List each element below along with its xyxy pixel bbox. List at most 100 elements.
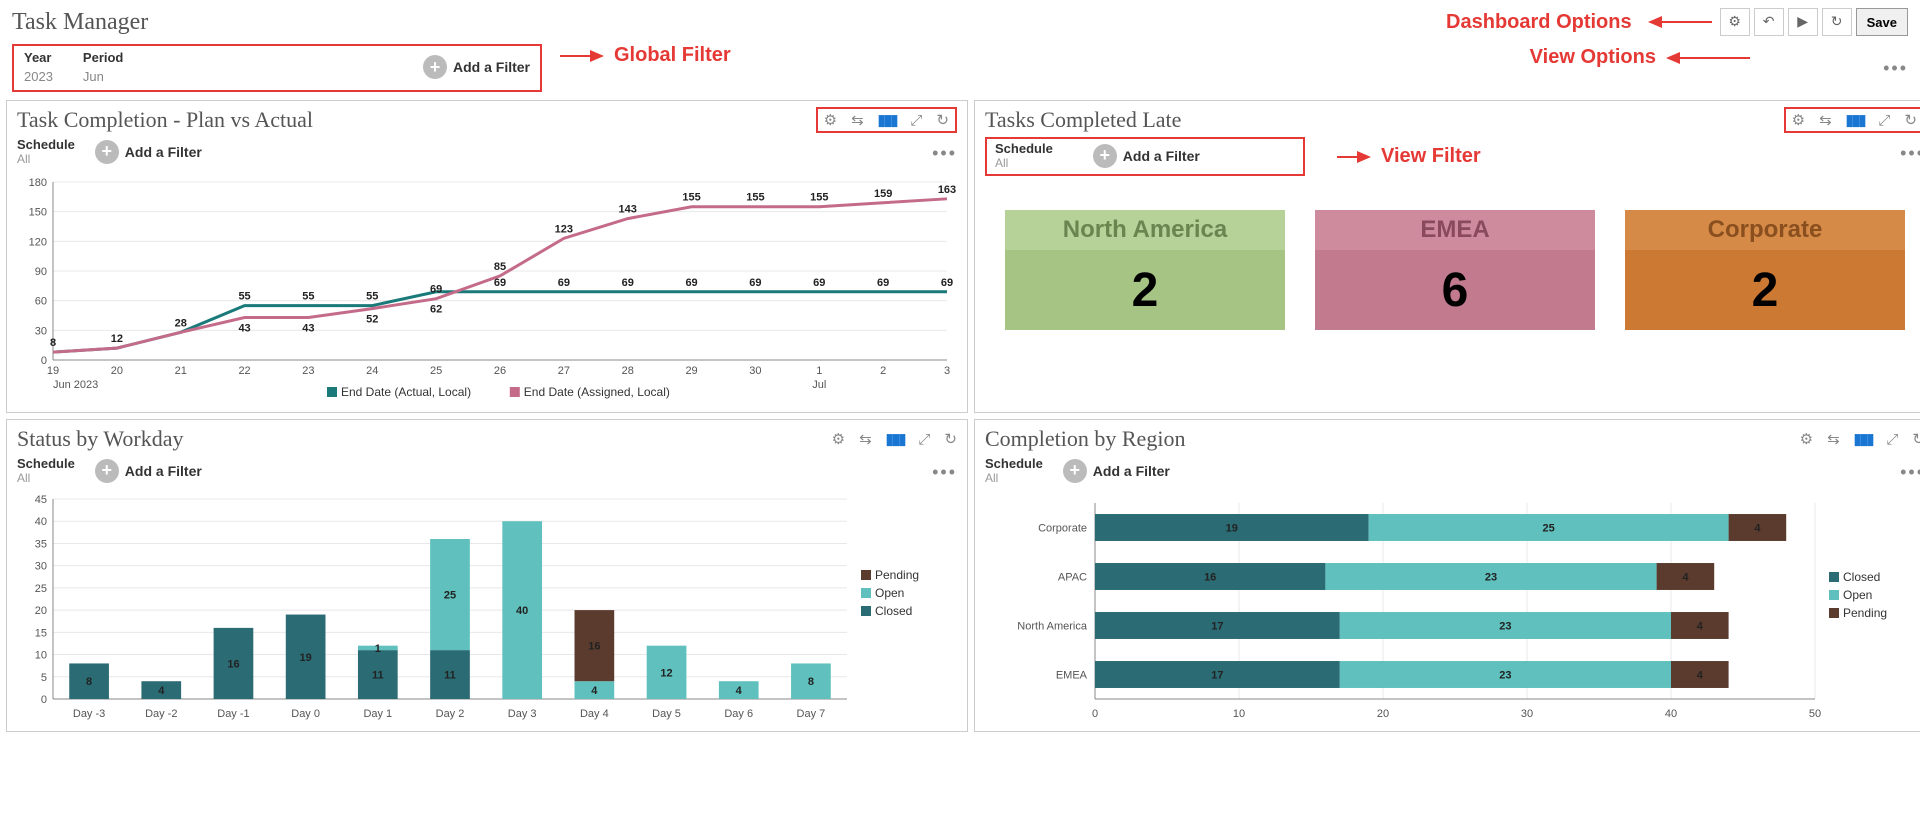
svg-text:40: 40	[516, 605, 528, 617]
svg-text:150: 150	[29, 207, 47, 219]
svg-text:19: 19	[47, 365, 59, 377]
card-value: 2	[1752, 250, 1779, 330]
svg-text:4: 4	[736, 685, 743, 697]
panel-more-menu[interactable]: •••	[1900, 143, 1920, 164]
svg-text:Day 7: Day 7	[797, 708, 826, 720]
dashboard-options-annotation: Dashboard Options	[1446, 11, 1632, 34]
card-label: Corporate	[1625, 210, 1905, 250]
late-card[interactable]: North America2	[1005, 210, 1285, 330]
svg-text:159: 159	[874, 188, 892, 200]
panel-refresh-icon[interactable]: ↻	[936, 111, 949, 129]
panel-chart-type-icon[interactable]: ▮▮▮	[1854, 430, 1873, 448]
svg-text:12: 12	[111, 333, 123, 345]
svg-text:28: 28	[175, 317, 187, 329]
panel-chart-type-icon[interactable]: ▮▮▮	[1846, 111, 1865, 129]
panel-settings-icon[interactable]: ⚙	[832, 430, 845, 448]
svg-text:20: 20	[1377, 708, 1389, 720]
filter-period[interactable]: Period Jun	[83, 50, 123, 84]
svg-text:Day 2: Day 2	[436, 708, 465, 720]
svg-text:69: 69	[749, 277, 761, 289]
add-global-filter-button[interactable]: + Add a Filter	[423, 55, 530, 79]
svg-text:163: 163	[938, 184, 956, 196]
plus-icon: +	[95, 140, 119, 164]
add-panel-filter-button[interactable]: + Add a Filter	[1063, 459, 1170, 483]
svg-text:4: 4	[1682, 572, 1689, 584]
settings-gear-icon[interactable]: ⚙	[1720, 8, 1750, 36]
svg-text:60: 60	[35, 296, 47, 308]
save-button[interactable]: Save	[1856, 8, 1908, 36]
svg-text:Day 3: Day 3	[508, 708, 537, 720]
plus-icon: +	[423, 55, 447, 79]
panel-filter-schedule[interactable]: Schedule All	[985, 456, 1043, 485]
svg-text:0: 0	[41, 694, 47, 706]
svg-text:28: 28	[622, 365, 634, 377]
svg-text:10: 10	[35, 650, 47, 662]
svg-text:69: 69	[494, 277, 506, 289]
svg-text:3: 3	[944, 365, 950, 377]
panel-link-icon[interactable]: ⇆	[1827, 430, 1840, 448]
panel-more-menu[interactable]: •••	[932, 143, 957, 164]
filter-period-value: Jun	[83, 69, 123, 84]
svg-text:69: 69	[877, 277, 889, 289]
panel-filter-schedule[interactable]: Schedule All	[17, 137, 75, 166]
add-panel-filter-button[interactable]: + Add a Filter	[95, 459, 202, 483]
svg-text:25: 25	[35, 583, 47, 595]
svg-text:45: 45	[35, 494, 47, 506]
panel-more-menu[interactable]: •••	[1900, 462, 1920, 483]
add-panel-filter-button[interactable]: + Add a Filter	[95, 140, 202, 164]
late-card[interactable]: EMEA6	[1315, 210, 1595, 330]
svg-text:Day 6: Day 6	[724, 708, 753, 720]
arrow-annotation-icon	[1357, 151, 1371, 163]
svg-text:Day -3: Day -3	[73, 708, 105, 720]
filter-year[interactable]: Year 2023	[24, 50, 53, 84]
svg-text:16: 16	[588, 641, 600, 653]
panel-refresh-icon[interactable]: ↻	[944, 430, 957, 448]
svg-text:52: 52	[366, 314, 378, 326]
panel-expand-icon[interactable]: ⤢	[1886, 431, 1898, 448]
panel-settings-icon[interactable]: ⚙	[824, 111, 837, 129]
panel-refresh-icon[interactable]: ↻	[1912, 430, 1920, 448]
global-filter-annotation: Global Filter	[614, 44, 731, 67]
svg-text:40: 40	[35, 516, 47, 528]
panel-chart-type-icon[interactable]: ▮▮▮	[886, 430, 905, 448]
svg-text:End Date (Actual, Local): End Date (Actual, Local)	[341, 385, 471, 399]
panel-chart-type-icon[interactable]: ▮▮▮	[878, 111, 897, 129]
line-chart: 0306090120150180192021222324252627282930…	[7, 170, 967, 412]
svg-text:69: 69	[430, 284, 442, 296]
svg-text:20: 20	[35, 605, 47, 617]
filter-period-label: Period	[83, 50, 123, 65]
panel-filter-schedule[interactable]: Schedule All	[995, 141, 1053, 170]
panel-link-icon[interactable]: ⇆	[859, 430, 872, 448]
panel-expand-icon[interactable]: ⤢	[918, 431, 930, 448]
late-card[interactable]: Corporate2	[1625, 210, 1905, 330]
svg-text:1: 1	[816, 365, 822, 377]
panel-title: Tasks Completed Late	[985, 107, 1784, 133]
panel-completion-region: Completion by Region ⚙ ⇆ ▮▮▮ ⤢ ↻ Schedul…	[974, 419, 1920, 732]
panel-filter-schedule[interactable]: Schedule All	[17, 456, 75, 485]
add-panel-filter-button[interactable]: + Add a Filter	[1093, 144, 1200, 168]
panel-settings-icon[interactable]: ⚙	[1800, 430, 1813, 448]
panel-link-icon[interactable]: ⇆	[1819, 111, 1832, 129]
panel-expand-icon[interactable]: ⤢	[1878, 112, 1890, 129]
svg-text:27: 27	[558, 365, 570, 377]
global-more-menu[interactable]: •••	[1883, 58, 1908, 79]
arrow-annotation-icon	[1666, 52, 1680, 64]
add-filter-label: Add a Filter	[125, 463, 202, 479]
panel-refresh-icon[interactable]: ↻	[1904, 111, 1917, 129]
panel-link-icon[interactable]: ⇆	[851, 111, 864, 129]
panel-expand-icon[interactable]: ⤢	[910, 112, 922, 129]
schedule-label: Schedule	[17, 456, 75, 471]
panel-settings-icon[interactable]: ⚙	[1792, 111, 1805, 129]
panel-more-menu[interactable]: •••	[932, 462, 957, 483]
refresh-icon[interactable]: ↻	[1822, 8, 1852, 36]
undo-icon[interactable]: ↶	[1754, 8, 1784, 36]
svg-text:EMEA: EMEA	[1056, 670, 1088, 682]
svg-text:50: 50	[1809, 708, 1821, 720]
svg-text:123: 123	[555, 223, 573, 235]
svg-text:Open: Open	[1843, 588, 1872, 602]
svg-text:Pending: Pending	[875, 568, 919, 582]
svg-text:19: 19	[1226, 523, 1238, 535]
svg-text:120: 120	[29, 236, 47, 248]
play-icon[interactable]: ▶	[1788, 8, 1818, 36]
svg-text:55: 55	[238, 291, 250, 303]
